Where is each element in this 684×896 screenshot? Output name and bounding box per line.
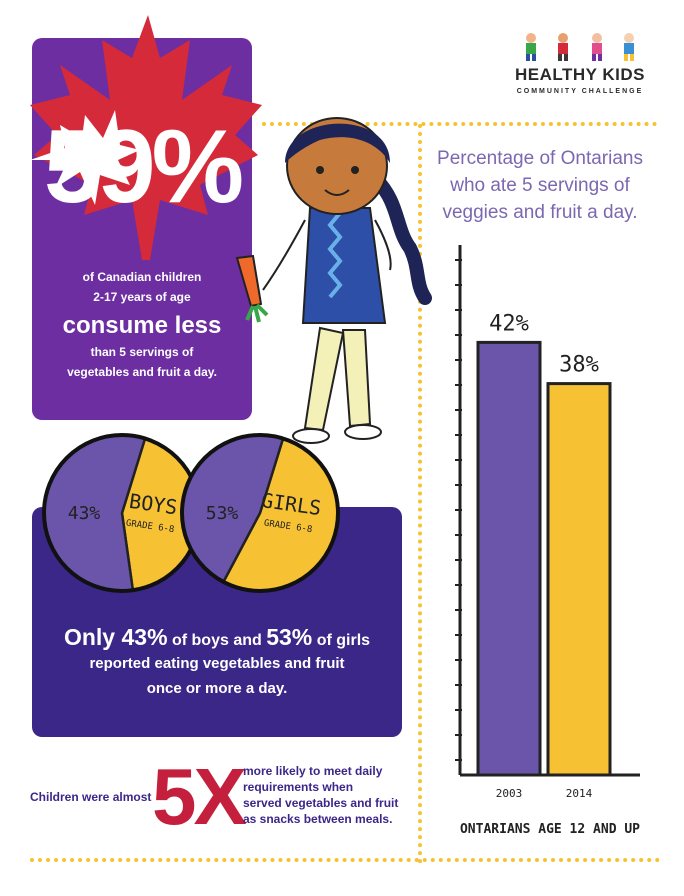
fivex-intro: Children were almost [30,790,152,804]
stat-text-emphasis: consume less [62,312,222,339]
vertical-dotted-divider [418,124,422,864]
bar-chart: 42% 2003 38% 2014 ONTARIANS AGE 12 AND UP [455,245,640,837]
bar-2014 [546,382,612,777]
fivex-number: 5X [152,752,247,841]
stat-text-line-5: vegetables and fruit a day. [67,365,217,379]
bottom-dotted-divider [30,858,660,862]
top-dotted-divider [262,122,657,126]
bar-chart-title-line-1: Percentage of Ontarians [437,148,643,169]
x-tick-label: 2003 [496,787,523,800]
maple-leaf-icon [30,15,262,260]
stat-text-line-1: of Canadian children [82,270,202,284]
bar-value-label: 38% [559,353,599,378]
fivex-text-line-1: more likely to meet daily [243,764,383,778]
boys-pct-text: 43% [121,624,168,650]
kids-figures-icon [526,33,634,61]
girls-pct-text: 53% [266,624,313,650]
logo-subtitle: COMMUNITY CHALLENGE [516,88,644,95]
boys-girls-mid: of boys and [167,632,267,649]
bar-chart-marks: 42% 2003 38% 2014 ONTARIANS AGE 12 AND UP [460,311,640,837]
fivex-text-line-4: as snacks between meals. [243,812,393,826]
stat-text-line-4: than 5 servings of [90,345,194,359]
bar-chart-title: Percentage of Ontarians who ate 5 servin… [420,145,660,226]
bar-2003 [476,340,542,777]
boys-girls-text-line-1: Only 43% of boys and 53% of girls [32,624,402,651]
fivex-text-line-3: served vegetables and fruit [243,796,399,810]
girl-with-carrot-illustration [235,117,432,444]
fivex-text-line-2: requirements when [243,780,354,794]
bar-value-label: 42% [489,311,529,336]
logo-title: HEALTHY KIDS [514,65,646,84]
pie-value-label: 43% [68,503,101,524]
pie-value-label: 53% [206,503,239,524]
pie-outline [180,433,340,593]
boys-girls-lead: Only [63,624,122,650]
stat-text-line-2: 2-17 years of age [93,290,191,304]
boys-girls-text-line-2: reported eating vegetables and fruit [89,655,345,672]
boys-girls-text-line-3: once or more a day. [146,680,288,697]
bar-chart-title-line-2: who ate 5 servings of [450,175,630,196]
stat-percent: 59% [43,109,244,225]
x-axis-label: ONTARIANS AGE 12 AND UP [460,822,640,837]
healthy-kids-logo: HEALTHY KIDS COMMUNITY CHALLENGE [505,32,655,102]
x-tick-label: 2014 [566,787,593,800]
boys-girls-tail: of girls [312,632,371,649]
carrot-icon [235,254,269,323]
bar-chart-title-line-3: veggies and fruit a day. [442,202,638,223]
